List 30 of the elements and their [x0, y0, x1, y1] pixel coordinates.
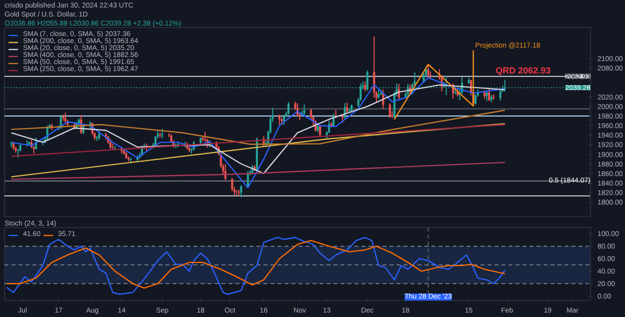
candlestick: [486, 90, 488, 102]
candlestick: [168, 132, 170, 138]
candlestick: [474, 94, 477, 106]
candlestick: [238, 189, 240, 196]
candlestick: [64, 112, 66, 124]
candlestick: [303, 104, 306, 116]
candlestick: [240, 184, 242, 198]
candlestick: [287, 102, 290, 116]
candlestick: [161, 128, 164, 140]
candlestick: [427, 64, 430, 78]
candlestick: [231, 178, 234, 192]
candlestick: [346, 102, 348, 114]
candlestick: [236, 190, 238, 196]
candlestick: [278, 114, 280, 126]
line-series: [6, 240, 506, 289]
line-series: [6, 236, 506, 295]
candlestick: [378, 88, 380, 100]
candlestick: [109, 138, 112, 150]
annotation: QRD 2062.93: [496, 65, 551, 76]
candlestick: [388, 102, 391, 118]
candlestick: [282, 114, 285, 126]
candlestick: [364, 81, 366, 92]
candlestick: [488, 88, 490, 102]
candlestick: [499, 89, 502, 102]
line-series: [10, 84, 506, 174]
candlestick: [366, 70, 368, 92]
line-series: [10, 110, 506, 145]
candlestick: [319, 125, 322, 138]
candlestick: [316, 122, 319, 133]
line-series: [394, 50, 474, 120]
